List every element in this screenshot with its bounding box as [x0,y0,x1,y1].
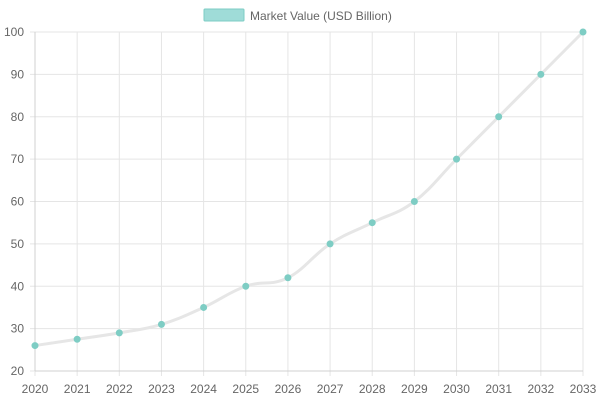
data-point[interactable] [115,329,123,337]
x-tick-label: 2032 [527,382,554,396]
y-tick-label: 100 [4,25,24,39]
data-point[interactable] [242,282,250,290]
y-tick-label: 90 [11,67,25,81]
data-point[interactable] [326,240,334,248]
chart-legend[interactable]: Market Value (USD Billion) [203,8,392,23]
data-point[interactable] [453,155,461,163]
y-tick-label: 50 [11,237,25,251]
legend-swatch[interactable] [203,8,245,22]
data-point[interactable] [31,342,39,350]
y-tick-label: 40 [11,279,25,293]
data-point[interactable] [157,320,165,328]
x-tick-label: 2027 [317,382,344,396]
x-tick-label: 2026 [275,382,302,396]
y-tick-label: 30 [11,322,25,336]
legend-label[interactable]: Market Value (USD Billion) [250,9,392,23]
x-gridlines [34,32,584,376]
y-tick-label: 80 [11,110,25,124]
series-market-value [31,28,587,350]
x-tick-label: 2030 [443,382,470,396]
y-tick-labels: 20 30 40 50 60 70 80 90 100 [4,25,24,378]
x-tick-label: 2025 [232,382,259,396]
series-line [33,30,585,348]
y-gridlines [30,31,583,372]
x-tick-label: 2029 [401,382,428,396]
x-tick-label: 2020 [22,382,49,396]
x-tick-label: 2022 [106,382,133,396]
x-tick-labels: 2020 2021 2022 2023 2024 2025 2026 2027 2028 2029… [22,382,597,396]
data-point[interactable] [537,70,545,78]
data-point[interactable] [495,113,503,121]
y-tick-label: 60 [11,195,25,209]
x-tick-label: 2024 [190,382,217,396]
data-point[interactable] [579,28,587,36]
data-point[interactable] [368,219,376,227]
data-point[interactable] [410,198,418,205]
y-tick-label: 70 [11,152,25,166]
data-point[interactable] [200,303,208,311]
data-point[interactable] [284,274,292,282]
x-tick-label: 2028 [359,382,386,396]
axes [34,32,583,372]
x-tick-label: 2031 [485,382,512,396]
x-tick-label: 2033 [570,382,597,396]
x-tick-label: 2023 [148,382,175,396]
data-point[interactable] [73,335,81,343]
y-tick-label: 20 [11,364,25,378]
x-tick-label: 2021 [64,382,91,396]
